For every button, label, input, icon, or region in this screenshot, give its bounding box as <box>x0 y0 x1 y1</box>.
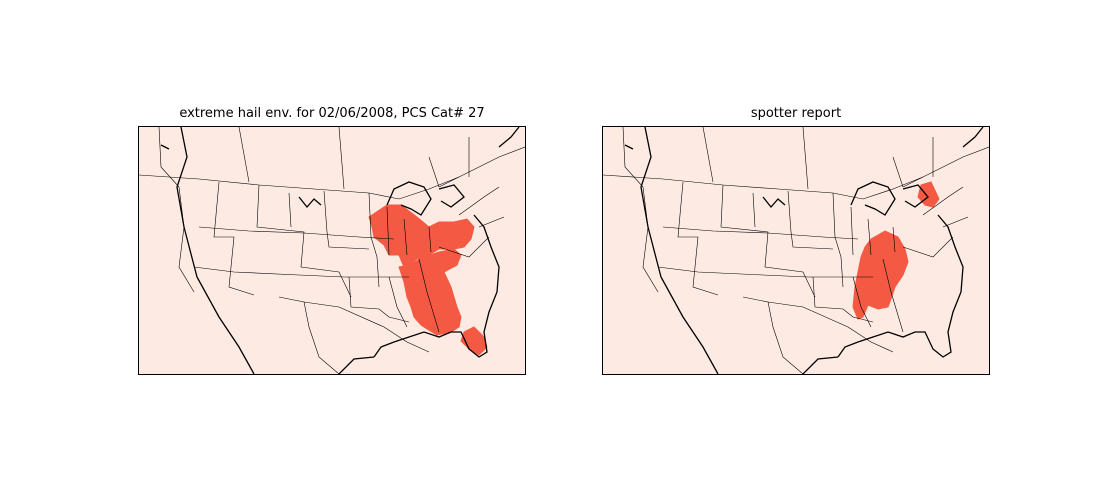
map-frame-right <box>602 126 990 375</box>
highlight-regions-left <box>368 204 488 356</box>
land-background <box>139 127 525 374</box>
panel-title-left: extreme hail env. for 02/06/2008, PCS Ca… <box>179 106 485 121</box>
highlight-region-southeast <box>398 248 462 336</box>
highlight-region-florida <box>460 326 488 356</box>
map-left <box>139 127 525 374</box>
map-right <box>603 127 989 374</box>
coastline-left <box>160 127 520 374</box>
coastline-right <box>624 127 984 374</box>
land-background <box>603 127 989 374</box>
border-lines-right <box>603 127 989 374</box>
panel-title-right: spotter report <box>750 106 842 121</box>
map-frame-left <box>138 126 526 375</box>
border-lines-left <box>139 127 525 374</box>
highlight-region-tennessee-alabama <box>852 230 909 320</box>
